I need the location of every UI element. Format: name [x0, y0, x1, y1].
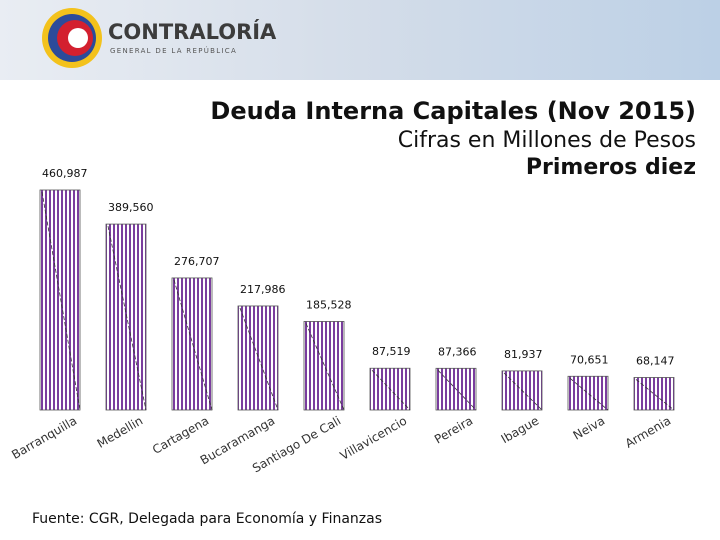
bar-diagonal [503, 372, 543, 411]
data-label: 185,528 [306, 298, 352, 311]
chart-subtitle-2: Primeros diez [526, 155, 696, 180]
bar-diagonal [437, 370, 477, 411]
data-label: 276,707 [174, 255, 220, 268]
chart-subtitle: Cifras en Millones de Pesos [398, 128, 696, 153]
data-label: 87,519 [372, 345, 411, 358]
tagline: GENERAL DE LA REPÚBLICA [110, 46, 237, 55]
header-band [0, 0, 720, 80]
data-label: 460,987 [42, 167, 88, 180]
bar [633, 377, 675, 411]
data-label: 70,651 [570, 353, 609, 366]
bar [171, 277, 213, 411]
bar-diagonal [305, 323, 345, 411]
bar-diagonal [173, 279, 213, 411]
bar-diagonal [569, 377, 609, 411]
bar-diagonal [239, 307, 279, 411]
brand: CONTRALORÍA [108, 19, 277, 44]
bar [567, 375, 609, 411]
data-label: 81,937 [504, 348, 543, 361]
bar [39, 189, 81, 411]
data-label: 68,147 [636, 354, 675, 367]
logo [42, 8, 102, 68]
bar-diagonal [107, 226, 147, 411]
source-note: Fuente: CGR, Delegada para Economía y Fi… [32, 511, 382, 527]
chart-title: Deuda Interna Capitales (Nov 2015) [210, 97, 696, 125]
bar-diagonal [371, 369, 411, 411]
data-label: 217,986 [240, 283, 286, 296]
bar-diagonal [635, 379, 675, 411]
data-label: 389,560 [108, 201, 154, 214]
bar-diagonal [41, 191, 81, 411]
data-label: 87,366 [438, 345, 477, 358]
